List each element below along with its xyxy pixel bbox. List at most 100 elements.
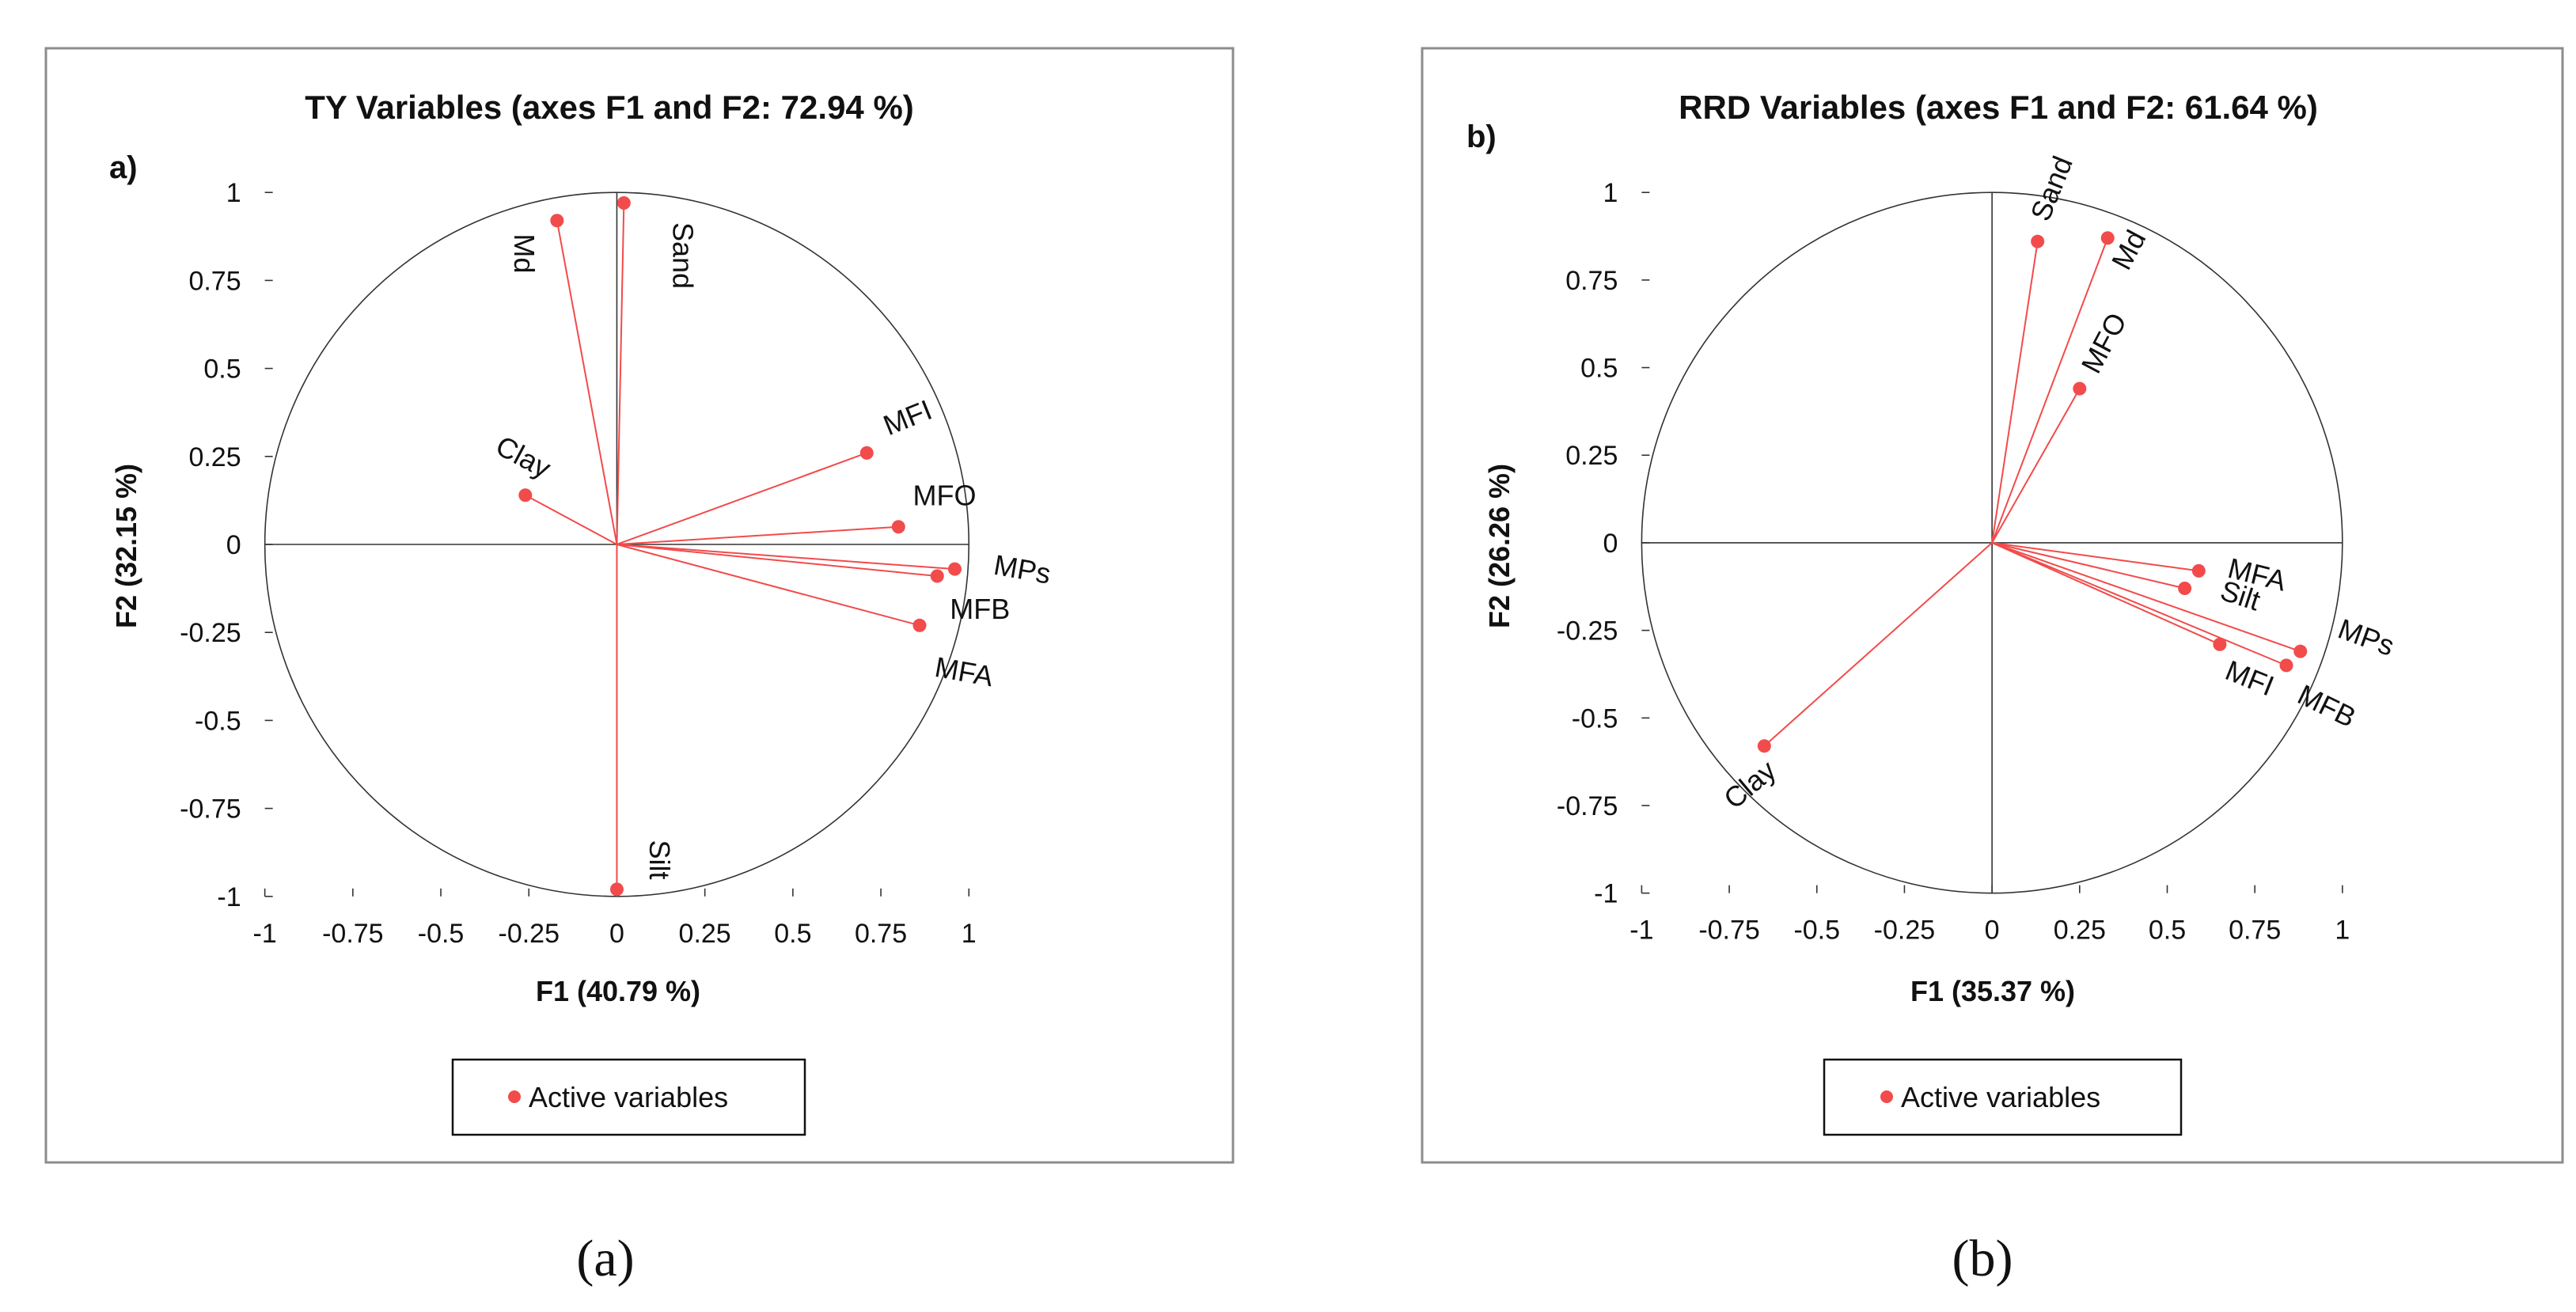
panel-1-y-tick-label: 0.25 (1565, 441, 1618, 471)
panel-b-legend-label: Active variables (1901, 1081, 2100, 1113)
panel-1-point-silt (2178, 581, 2192, 595)
panel-0-x-tick-label: -1 (253, 919, 277, 949)
panel-1-point-clay (1757, 739, 1771, 753)
panel-0-y-tick-label: 1 (226, 178, 241, 208)
panel-a-title: TY Variables (axes F1 and F2: 72.94 %) (305, 89, 914, 126)
panel-0-x-tick-label: 0 (609, 919, 624, 949)
panel-1-vector-clay (1763, 542, 1993, 747)
panel-0-label-mfo: MFO (913, 480, 977, 512)
panel-b-frame (1421, 47, 2564, 1164)
panel-0-x-tick-label: -0.5 (418, 919, 465, 949)
panel-0-point-sand (616, 196, 631, 210)
panel-1-y-tick-label: -0.25 (1557, 616, 1618, 647)
panel-a-legend-label: Active variables (529, 1081, 728, 1113)
panel-b-plot: -1 -0.75 -0.5 -0.25 0 0.25 0.5 0.75 1 1 0.75 0.5 0.2… (1557, 151, 2399, 945)
panel-0-point-mfa (912, 618, 927, 632)
panel-1-vector-mps (1991, 541, 2301, 653)
panel-0-label-sand: Sand (667, 222, 700, 289)
panel-1-vector-sand (1991, 241, 2039, 544)
panel-1-x-tick-label: 0 (1985, 916, 2000, 946)
panel-1-x-tick-label: -0.25 (1874, 916, 1936, 946)
panel-0-label-mfi: MFI (878, 393, 936, 442)
panel-0-x-tick-label: -0.25 (499, 919, 560, 949)
panel-1-vector-mfa (1991, 541, 2199, 572)
panel-1-point-mfb (2279, 658, 2293, 673)
panel-0-vector-mfb (616, 544, 938, 578)
panel-b-title: RRD Variables (axes F1 and F2: 61.64 %) (1679, 89, 2318, 126)
panel-1-y-tick-label: -1 (1594, 879, 1618, 909)
panel-0-y-tick-label: -0.75 (180, 794, 241, 825)
panel-1-x-tick-label: -0.5 (1793, 916, 1840, 946)
panel-1-y-tick-label: 0.5 (1580, 354, 1618, 384)
panel-0-x-tick-label: 0.25 (679, 919, 731, 949)
panel-0-y-tick-label: 0 (226, 530, 241, 560)
panel-1-label-mfb: MFB (2293, 678, 2361, 734)
panel-1-vector-mfi (1991, 542, 2221, 646)
panel-1-label-md: Md (2105, 225, 2153, 275)
panel-a-legend-marker (508, 1090, 521, 1103)
panel-0-point-mfo (891, 520, 905, 534)
panel-b-legend: Active variables (1823, 1058, 2183, 1136)
panel-1-x-tick-label: 0.25 (2054, 916, 2106, 946)
panel-0-vector-sand (616, 203, 625, 545)
panel-0-point-md (550, 214, 564, 228)
panel-0-vector-mfa (616, 544, 920, 627)
panel-0-label-mfa: MFA (932, 650, 996, 692)
panel-1-y-tick-label: -0.75 (1557, 791, 1618, 821)
panel-0-point-mps (947, 562, 962, 576)
panel-1-x-tick-label: 0.75 (2229, 916, 2281, 946)
panel-b-tag: b) (1466, 119, 1497, 154)
panel-1-vector-mfo (1991, 388, 2081, 544)
panel-1-y-tick-label: 0 (1603, 529, 1618, 559)
panel-b-legend-marker (1880, 1090, 1893, 1103)
panel-0-x-tick-label: 1 (962, 919, 977, 949)
panel-1-point-md (2100, 231, 2115, 245)
panel-0-point-silt (609, 882, 624, 897)
panel-b-ylabel: F2 (26.26 %) (1483, 464, 1516, 628)
panel-1-x-tick-label: -0.75 (1698, 916, 1760, 946)
panel-b-caption: (b) (1952, 1230, 2013, 1287)
panel-0-y-tick-label: 0.5 (203, 355, 241, 385)
panel-0-y-tick-label: -1 (217, 882, 241, 912)
panel-b: RRD Variables (axes F1 and F2: 61.64 %) … (1421, 47, 2564, 1287)
panel-1-point-mfo (2073, 381, 2087, 396)
panel-a-ylabel: F2 (32.15 %) (110, 464, 142, 628)
panel-0-point-mfi (859, 446, 874, 460)
panel-a-caption: (a) (576, 1230, 634, 1287)
panel-0-y-tick-label: 0.75 (188, 266, 241, 296)
panel-0-point-clay (518, 488, 533, 502)
panel-1-point-mfa (2191, 563, 2206, 578)
panel-a-legend: Active variables (451, 1058, 806, 1136)
panel-1-vector-mfb (1991, 541, 2287, 666)
panel-0-x-tick-label: 0.5 (774, 919, 811, 949)
panel-a-tag: a) (109, 150, 138, 185)
panel-0-vector-md (556, 220, 618, 545)
panel-0-y-tick-label: -0.5 (195, 706, 241, 736)
panel-0-x-tick-label: 0.75 (855, 919, 907, 949)
panel-1-label-sand: Sand (2024, 151, 2079, 225)
panel-1-point-sand (2031, 234, 2045, 248)
panel-1-y-tick-label: -0.5 (1572, 703, 1618, 734)
panel-1-label-mfi: MFI (2221, 654, 2278, 702)
panel-0-vector-mfo (616, 525, 899, 545)
panel-1-point-mps (2293, 644, 2308, 658)
panel-0-label-mps: MPs (992, 548, 1053, 590)
panel-0-label-clay: Clay (491, 429, 556, 484)
panel-1-vector-silt (1991, 541, 2185, 590)
panel-0-label-md: Md (508, 233, 541, 273)
panel-0-x-tick-label: -0.75 (322, 919, 384, 949)
panel-0-vector-mps (616, 544, 955, 571)
panel-1-vector-md (1991, 237, 2109, 544)
panel-0-y-tick-label: 0.25 (188, 442, 241, 472)
panel-a-frame (44, 47, 1235, 1164)
panel-b-xlabel: F1 (35.37 %) (1910, 975, 2075, 1007)
panel-0-label-silt: Silt (643, 840, 676, 879)
panel-1-label-mps: MPs (2334, 612, 2399, 662)
panel-a-xlabel: F1 (40.79 %) (536, 975, 700, 1007)
panel-1-x-tick-label: -1 (1629, 916, 1653, 946)
panel-1-y-tick-label: 0.75 (1565, 266, 1618, 296)
panel-a: TY Variables (axes F1 and F2: 72.94 %) a… (44, 47, 1235, 1287)
panel-0-vector-clay (525, 494, 617, 545)
panel-0-label-mfb: MFB (950, 593, 1010, 625)
panel-a-plot: -1 -0.75 -0.5 -0.25 0 0.25 0.5 0.75 1 1 0.75 0.5 0.2… (180, 178, 1053, 949)
